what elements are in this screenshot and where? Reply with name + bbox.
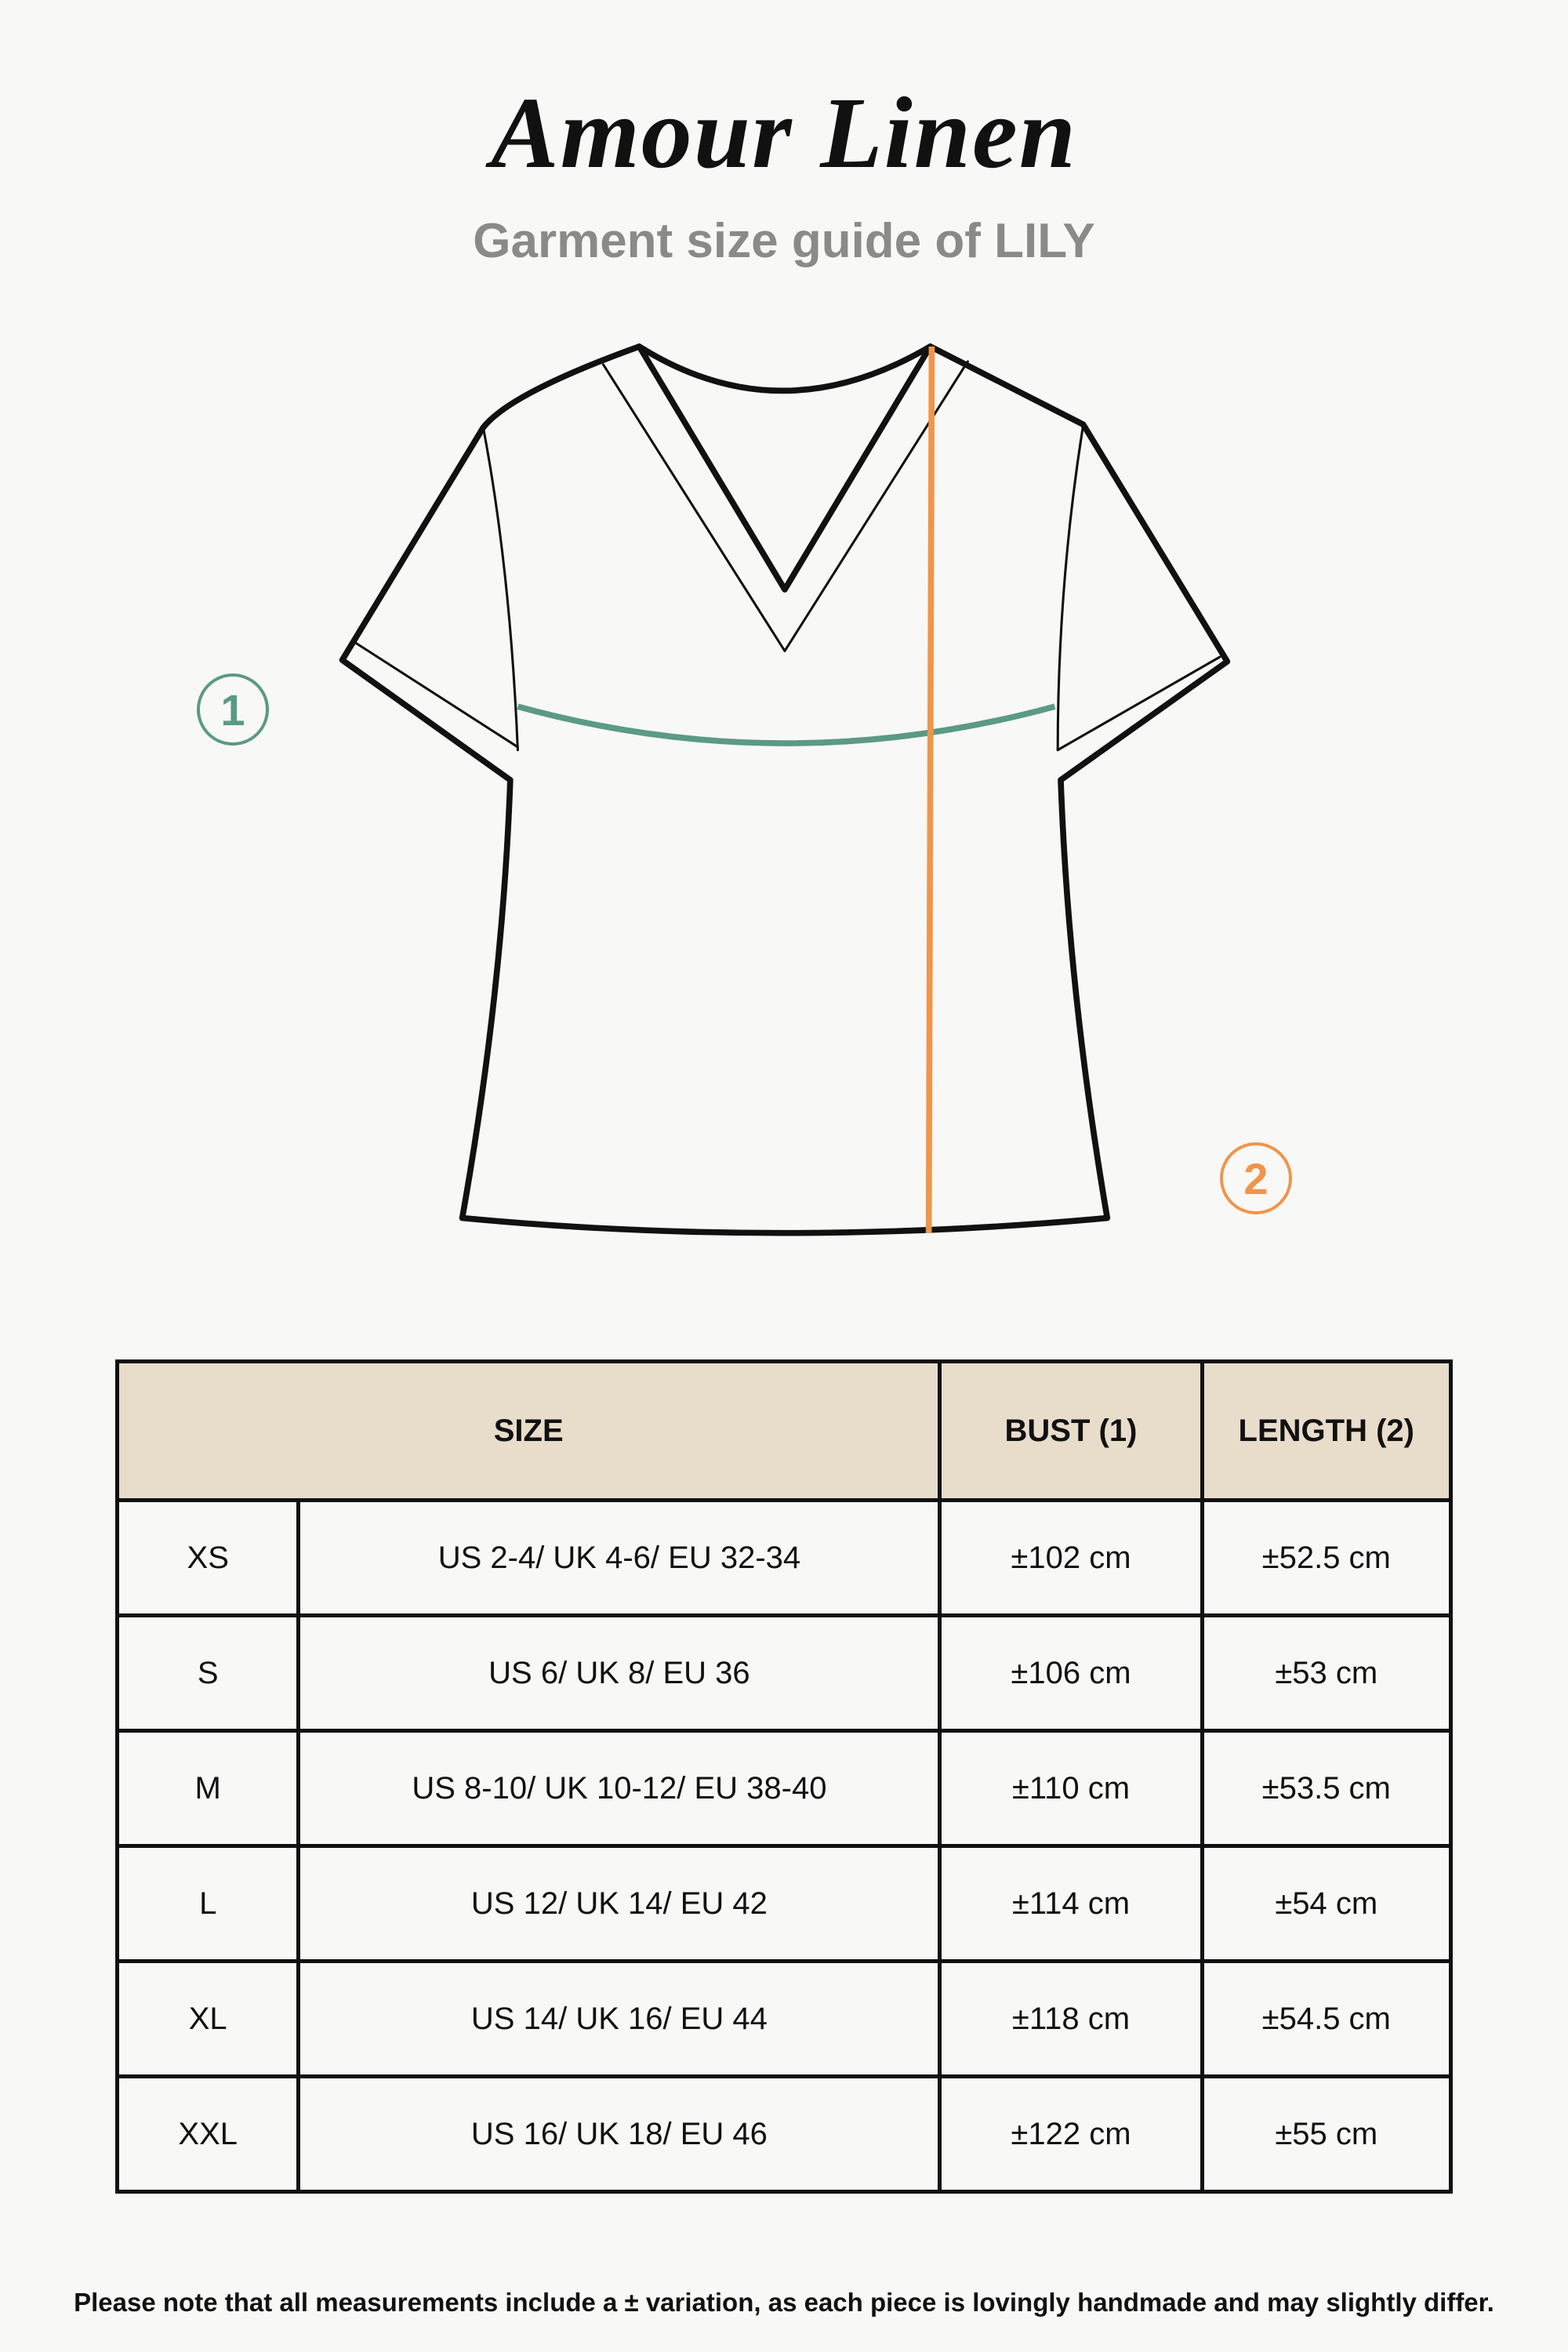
bust-cell: ±122 cm bbox=[938, 2074, 1204, 2194]
variation-note: Please note that all measurements includ… bbox=[74, 2288, 1494, 2317]
conversion-cell: US 8-10/ UK 10-12/ EU 38-40 bbox=[296, 1729, 942, 1848]
table-row: S US 6/ UK 8/ EU 36 ±106 cm ±53 cm bbox=[114, 1613, 1454, 1733]
left-cuff-line bbox=[353, 641, 519, 749]
length-measure-line bbox=[925, 346, 935, 1233]
length-cell: ±53.5 cm bbox=[1200, 1729, 1454, 1848]
table-header: SIZE BUST (1) LENGTH (2) bbox=[114, 1359, 1454, 1502]
table-row: L US 12/ UK 14/ EU 42 ±114 cm ±54 cm bbox=[114, 1844, 1454, 1963]
bust-cell: ±102 cm bbox=[938, 1498, 1204, 1617]
size-cell: S bbox=[114, 1613, 301, 1733]
conversion-cell: US 16/ UK 18/ EU 46 bbox=[296, 2074, 942, 2194]
conversion-cell: US 12/ UK 14/ EU 42 bbox=[296, 1844, 942, 1963]
length-cell: ±53 cm bbox=[1200, 1613, 1454, 1733]
size-cell: XL bbox=[114, 1959, 301, 2078]
v-neck-outer bbox=[601, 360, 969, 652]
v-neck-inner bbox=[636, 343, 934, 593]
size-cell: XXL bbox=[114, 2074, 301, 2194]
left-armhole bbox=[481, 426, 519, 752]
bust-cell: ±114 cm bbox=[938, 1844, 1204, 1963]
length-cell: ±54 cm bbox=[1200, 1844, 1454, 1963]
size-cell: XS bbox=[114, 1498, 301, 1617]
size-table: SIZE BUST (1) LENGTH (2) XS US 2-4/ UK 4-… bbox=[114, 1359, 1454, 2194]
table-row: XS US 2-4/ UK 4-6/ EU 32-34 ±102 cm ±52.5 c… bbox=[114, 1498, 1454, 1617]
shirt-outline bbox=[339, 343, 1231, 1236]
conversion-cell: US 14/ UK 16/ EU 44 bbox=[296, 1959, 942, 2078]
bust-cell: ±110 cm bbox=[938, 1729, 1204, 1848]
size-cell: M bbox=[114, 1729, 301, 1848]
length-cell: ±52.5 cm bbox=[1200, 1498, 1454, 1617]
brand-logo: Amour Linen bbox=[490, 77, 1078, 190]
length-marker: 2 bbox=[1220, 1142, 1292, 1214]
table-row: XL US 14/ UK 16/ EU 44 ±118 cm ±54.5 cm bbox=[114, 1959, 1454, 2078]
size-cell: L bbox=[114, 1844, 301, 1963]
right-cuff-line bbox=[1056, 655, 1221, 752]
table-row: M US 8-10/ UK 10-12/ EU 38-40 ±110 cm ±53.5… bbox=[114, 1729, 1454, 1848]
conversion-cell: US 2-4/ UK 4-6/ EU 32-34 bbox=[296, 1498, 942, 1617]
bust-cell: ±106 cm bbox=[938, 1613, 1204, 1733]
right-armhole bbox=[1056, 423, 1085, 752]
bust-marker: 1 bbox=[197, 673, 269, 746]
bust-cell: ±118 cm bbox=[938, 1959, 1204, 2078]
table-row: XXL US 16/ UK 18/ EU 46 ±122 cm ±55 cm bbox=[114, 2074, 1454, 2194]
length-cell: ±54.5 cm bbox=[1200, 1959, 1454, 2078]
page-title: Garment size guide of LILY bbox=[473, 214, 1095, 268]
header-length: LENGTH (2) bbox=[1200, 1359, 1454, 1502]
length-cell: ±55 cm bbox=[1200, 2074, 1454, 2194]
header-bust: BUST (1) bbox=[938, 1359, 1204, 1502]
header-size: SIZE bbox=[114, 1359, 942, 1502]
bust-measure-line bbox=[517, 703, 1056, 746]
conversion-cell: US 6/ UK 8/ EU 36 bbox=[296, 1613, 942, 1733]
